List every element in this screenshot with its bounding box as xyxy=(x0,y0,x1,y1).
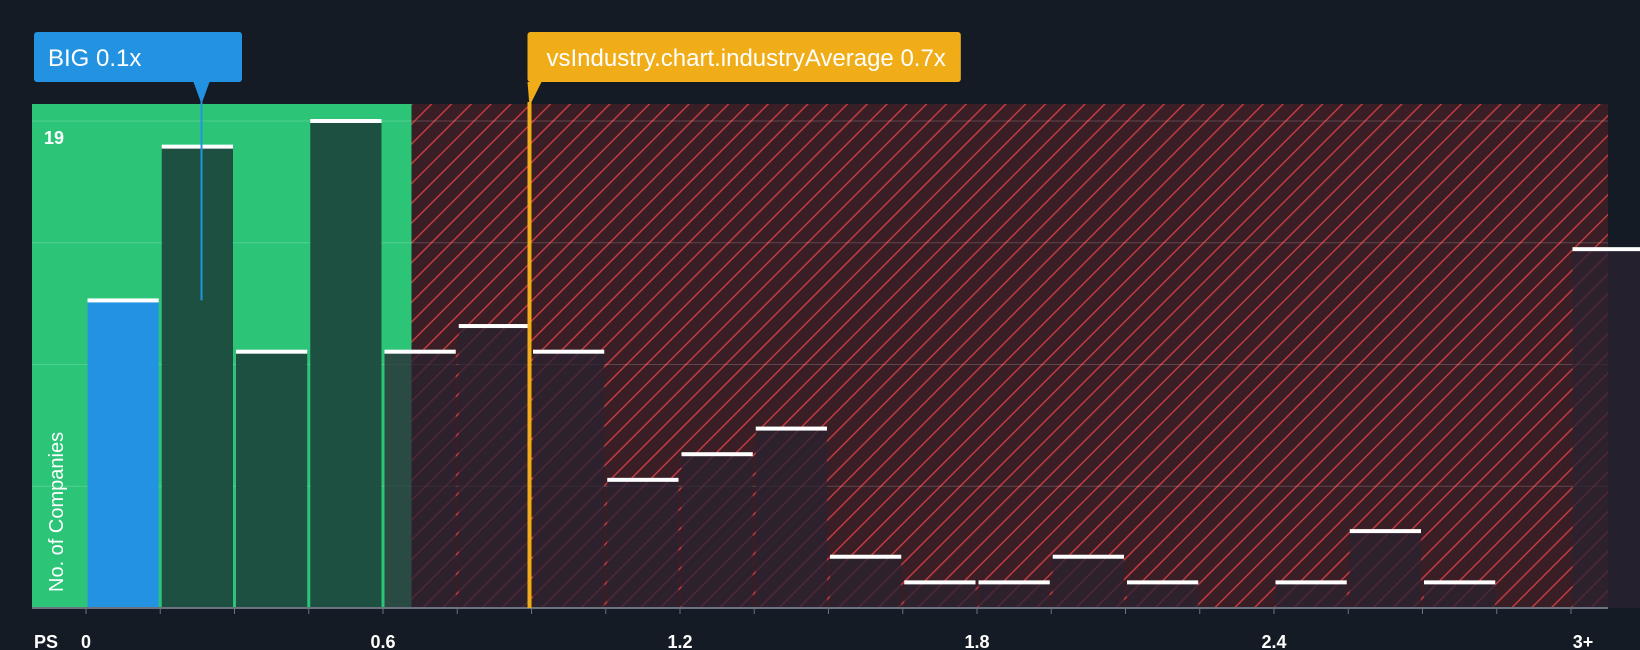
company-callout-pointer xyxy=(193,82,210,104)
histogram-bar xyxy=(830,556,902,608)
x-tick-label: 1.8 xyxy=(964,632,989,650)
histogram-bar xyxy=(1572,249,1640,608)
bar-cap xyxy=(755,426,827,431)
bar-cap xyxy=(830,554,902,559)
histogram-bar xyxy=(1349,531,1421,608)
histogram-bar xyxy=(978,582,1050,608)
bar-cap xyxy=(904,580,976,585)
bars xyxy=(87,119,1640,608)
bar-cap xyxy=(1275,580,1347,585)
company-label: BIG 0.1x xyxy=(48,45,141,72)
x-tick-label: 0.6 xyxy=(370,632,395,650)
y-tick-label: 19 xyxy=(44,128,64,148)
bar-cap xyxy=(87,298,159,303)
company-callout xyxy=(34,32,242,82)
bar-cap xyxy=(161,144,233,149)
bar-cap xyxy=(1349,529,1421,534)
x-axis-label: PS xyxy=(34,632,58,650)
histogram-bar xyxy=(904,582,976,608)
industry-average-pointer xyxy=(527,82,542,106)
bar-cap xyxy=(1052,554,1124,559)
histogram-bar xyxy=(681,454,753,608)
highlight-bar xyxy=(87,300,159,608)
histogram-bar xyxy=(1052,556,1124,608)
histogram-bar xyxy=(161,146,233,608)
x-tick-label: 3+ xyxy=(1573,632,1594,650)
histogram-bar xyxy=(236,351,308,608)
histogram-bar xyxy=(1127,582,1199,608)
x-tick-label: 0 xyxy=(81,632,91,650)
industry-average-label: vsIndustry.chart.industryAverage 0.7x xyxy=(547,45,946,72)
histogram-bar xyxy=(310,121,382,608)
bar-cap xyxy=(1127,580,1199,585)
x-tick-label: 2.4 xyxy=(1261,632,1286,650)
y-axis-label: No. of Companies xyxy=(46,432,68,592)
histogram-bar xyxy=(384,351,456,608)
histogram-bar xyxy=(755,428,827,608)
histogram-bar xyxy=(1424,582,1496,608)
industry-average-callout xyxy=(527,32,961,82)
histogram-bar xyxy=(607,479,679,608)
bar-cap xyxy=(607,477,679,482)
histogram-bar xyxy=(1275,582,1347,608)
bar-cap xyxy=(458,324,530,329)
bar-cap xyxy=(1424,580,1496,585)
x-tick-label: 1.2 xyxy=(667,632,692,650)
bar-cap xyxy=(533,349,605,354)
bar-cap xyxy=(978,580,1050,585)
bar-cap xyxy=(310,119,382,123)
bar-cap xyxy=(681,452,753,457)
x-axis-ticks: 0 0.6 1.2 1.8 2.4 3+ xyxy=(81,608,1593,650)
bar-cap xyxy=(1572,247,1640,252)
bar-cap xyxy=(236,349,308,354)
bar-cap xyxy=(384,349,456,354)
histogram-bar xyxy=(458,326,530,608)
histogram-bar xyxy=(533,351,605,608)
